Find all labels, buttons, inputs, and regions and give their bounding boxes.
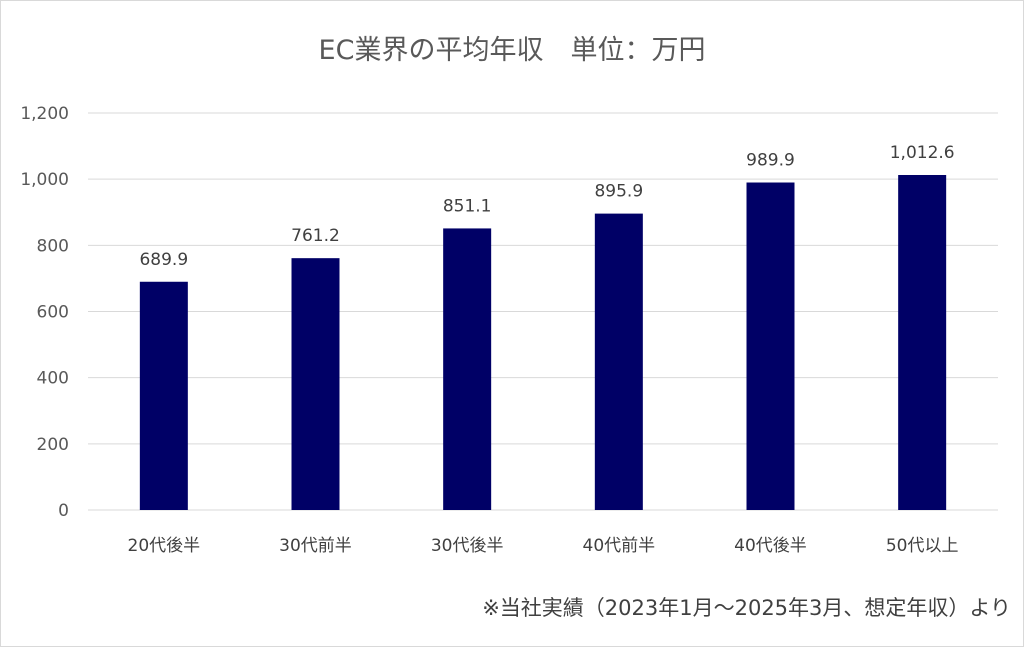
y-tick-label: 0: [58, 501, 69, 521]
data-label: 761.2: [291, 226, 340, 246]
source-note: ※当社実績（2023年1月～2025年3月、想定年収）より: [482, 596, 1011, 620]
bar: [291, 258, 340, 510]
bar: [898, 174, 947, 510]
x-tick-label: 30代前半: [279, 536, 352, 556]
data-label: 689.9: [139, 250, 188, 270]
y-tick-label: 400: [37, 369, 69, 389]
y-tick-label: 1,000: [20, 170, 69, 190]
y-tick-label: 200: [37, 435, 69, 455]
y-tick-label: 800: [37, 236, 69, 256]
x-axis: 20代後半 30代前半 30代後半 40代前半 40代後半 50代以上: [128, 536, 959, 556]
data-label: 895.9: [594, 182, 643, 202]
bar: [594, 213, 643, 510]
x-tick-label: 50代以上: [886, 536, 959, 556]
gridlines: [88, 112, 998, 511]
y-tick-label: 600: [37, 303, 69, 323]
bars: [139, 174, 947, 511]
data-labels: 689.9 761.2 851.1 895.9 989.9 1,012.6: [139, 143, 954, 270]
x-tick-label: 30代後半: [431, 536, 504, 556]
data-label: 989.9: [746, 151, 795, 171]
x-tick-label: 40代後半: [734, 536, 807, 556]
y-tick-label: 1,200: [20, 104, 69, 124]
y-axis: 0 200 400 600 800 1,000 1,200: [20, 104, 69, 521]
data-label: 1,012.6: [890, 143, 955, 163]
bar: [746, 182, 795, 510]
x-tick-label: 20代後半: [128, 536, 201, 556]
data-label: 851.1: [443, 196, 492, 216]
bar: [139, 281, 188, 510]
bar: [443, 228, 492, 511]
x-tick-label: 40代前半: [583, 536, 656, 556]
chart-title: EC業界の平均年収 単位：万円: [319, 35, 706, 66]
